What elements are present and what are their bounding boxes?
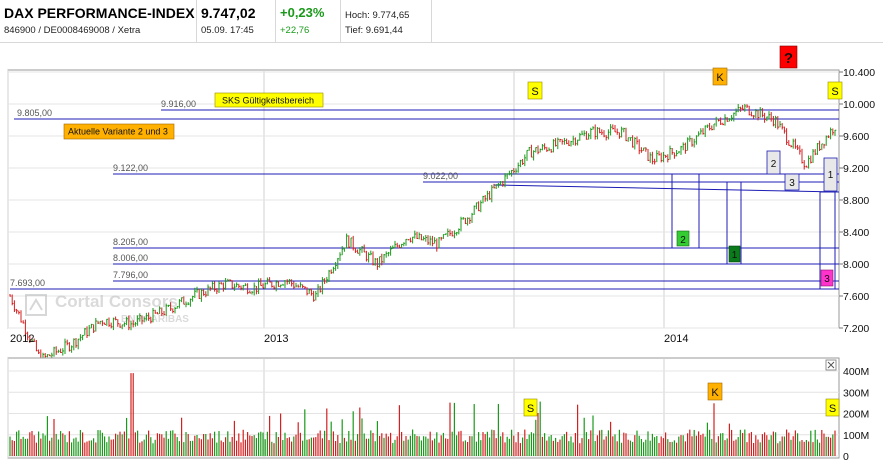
projection-box-3: [819, 191, 836, 290]
price-y-tick-label: 8.000: [843, 259, 869, 271]
volume-close-button[interactable]: [825, 359, 837, 371]
watermark: Cortal Consors BNP PARIBAS: [25, 292, 189, 325]
marker-box-s-2: [827, 81, 843, 100]
marker-box-s: [527, 81, 543, 100]
price-y-tick-label: 10.400: [843, 67, 875, 79]
trend-line-support: [493, 184, 840, 193]
chart-annotations: SKS Gültigkeitsbereich Aktuelle Variante…: [63, 45, 843, 287]
price-ohlc-bars: [9, 103, 837, 366]
price-y-tick-label: 7.600: [843, 291, 869, 303]
question-mark: ?: [784, 50, 793, 67]
level-label: 9.122,00: [113, 163, 148, 173]
sks-label: SKS Gültigkeitsbereich: [222, 96, 314, 106]
volume-y-tick-label: 0: [843, 451, 849, 463]
watermark-text: Cortal Consors: [55, 292, 178, 311]
price-cell: 9.747,02 05.09. 17:45: [197, 0, 276, 42]
wave-box-2-gray: [766, 150, 781, 175]
high-low-cell: Hoch: 9.774,65 Tief: 9.691,44: [341, 0, 432, 42]
wave-label: 3: [824, 274, 830, 285]
volume-y-tick-label: 300M: [843, 387, 869, 399]
level-label: 7.796,00: [113, 270, 148, 280]
price-plot-frame: [7, 69, 840, 329]
day-low: Tief: 9.691,44: [345, 25, 403, 36]
change-absolute: +22,76: [280, 25, 310, 36]
level-labels: 9.916,00 9.805,00 9.122,00 9.022,00 8.20…: [10, 99, 458, 288]
wave-box-3-magenta: [820, 269, 834, 287]
price-y-tick-label: 8.800: [843, 195, 869, 207]
watermark-logo-icon: [25, 294, 47, 316]
volume-marker-box-s: [523, 398, 538, 417]
watermark-subtext: BNP PARIBAS: [121, 314, 189, 325]
volume-marker-box-s-2: [825, 398, 840, 417]
wave-label: 2: [680, 235, 686, 246]
wave-label: 2: [771, 159, 777, 170]
change-percent: +0,23%: [280, 5, 325, 20]
price-y-tick-label: 9.600: [843, 131, 869, 143]
price-y-tick-label: 7.200: [843, 323, 869, 335]
marker-box-k: [712, 67, 728, 86]
level-label: 8.006,00: [113, 253, 148, 263]
level-label: 7.693,00: [10, 278, 45, 288]
volume-y-axis: 0 100M 200M 300M 400M: [843, 366, 869, 463]
day-high: Hoch: 9.774,65: [345, 10, 410, 21]
last-price: 9.747,02: [201, 5, 256, 21]
x-tick-label: 2013: [264, 333, 288, 345]
marker-s: S: [531, 86, 538, 98]
change-cell: +0,23% +22,76: [276, 0, 341, 42]
volume-bars: [9, 373, 836, 456]
level-label: 8.205,00: [113, 237, 148, 247]
sks-label-box: [214, 92, 324, 108]
level-label: 9.022,00: [423, 171, 458, 181]
quote-header: DAX PERFORMANCE-INDEX 846900 / DE0008469…: [0, 0, 883, 43]
marker-s-2: S: [831, 86, 838, 98]
volume-annotations: S K S: [523, 382, 840, 417]
wave-label: 3: [789, 178, 795, 189]
x-tick-label: 2014: [664, 333, 688, 345]
index-identifiers: 846900 / DE0008469008 / Xetra: [4, 25, 141, 36]
close-icon[interactable]: [827, 361, 835, 369]
vertical-gridlines: [7, 70, 665, 328]
index-name-cell: DAX PERFORMANCE-INDEX 846900 / DE0008469…: [0, 0, 197, 42]
wave-box-1-gray: [823, 157, 838, 192]
wave-box-3-gray: [784, 173, 800, 191]
price-y-tick-label: 9.200: [843, 163, 869, 175]
index-name: DAX PERFORMANCE-INDEX: [4, 5, 195, 21]
level-label: 9.805,00: [17, 108, 52, 118]
level-label: 9.916,00: [161, 99, 196, 109]
x-tick-label: 2012: [10, 333, 34, 345]
volume-y-tick-label: 400M: [843, 366, 869, 378]
question-box: [779, 45, 798, 69]
wave-box-1-darkgreen: [728, 245, 741, 263]
variant-label-box: [63, 123, 175, 140]
watermark-logo-mark: [29, 298, 43, 311]
wave-label: 1: [732, 250, 738, 261]
x-axis-labels: 2012 2013 2014: [10, 333, 688, 345]
volume-marker-k: K: [711, 387, 719, 399]
projection-box-1: [726, 181, 742, 265]
price-timestamp: 05.09. 17:45: [201, 25, 254, 36]
level-lines: [10, 109, 840, 290]
price-y-tick-label: 8.400: [843, 227, 869, 239]
wave-label: 1: [828, 170, 834, 181]
volume-marker-box-k: [707, 382, 723, 401]
volume-marker-s: S: [527, 403, 534, 415]
volume-y-tick-label: 100M: [843, 430, 869, 442]
wave-box-2-green: [676, 230, 690, 247]
volume-marker-s-2: S: [829, 403, 836, 415]
volume-y-tick-label: 200M: [843, 409, 869, 421]
variant-label: Aktuelle Variante 2 und 3: [68, 127, 168, 137]
price-y-tick-label: 10.000: [843, 99, 875, 111]
wave-projection-boxes: [671, 173, 836, 290]
projection-box-2: [671, 173, 700, 249]
price-y-axis: 7.200 7.600 8.000 8.400 8.800 9.200 9.600 10.00…: [839, 67, 875, 335]
marker-k: K: [716, 72, 724, 84]
